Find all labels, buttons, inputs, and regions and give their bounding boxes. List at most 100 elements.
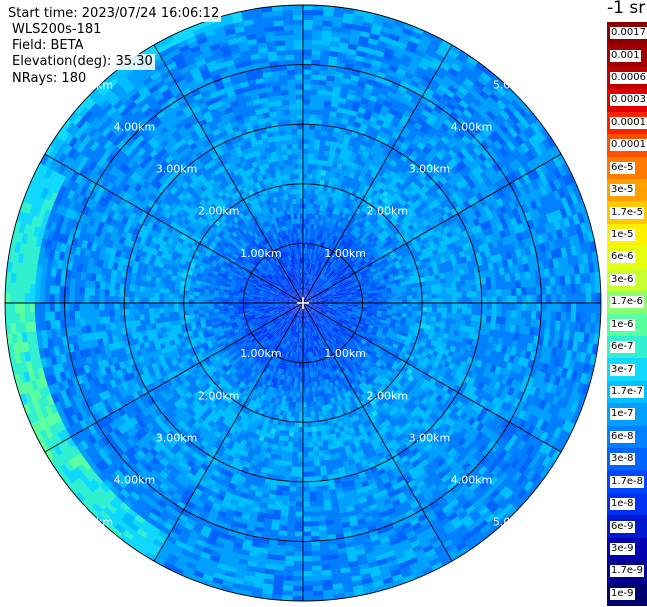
beta-cell xyxy=(381,269,388,275)
beta-cell xyxy=(453,269,461,277)
beta-cell xyxy=(429,274,436,281)
beta-cell xyxy=(342,279,349,284)
beta-cell xyxy=(352,299,359,302)
beta-cell xyxy=(343,280,349,285)
beta-cell xyxy=(293,49,303,55)
beta-cell xyxy=(337,295,343,299)
beta-cell xyxy=(397,299,403,303)
beta-cell xyxy=(363,265,370,271)
beta-cell xyxy=(420,281,427,287)
beta-cell xyxy=(456,297,463,303)
beta-cell xyxy=(391,292,398,297)
beta-cell xyxy=(347,301,354,303)
beta-cell xyxy=(480,277,487,285)
beta-cell xyxy=(543,171,554,184)
beta-cell xyxy=(322,299,329,301)
beta-cell xyxy=(312,301,319,303)
beta-cell xyxy=(291,143,298,150)
beta-cell xyxy=(390,265,397,271)
beta-cell xyxy=(469,211,478,221)
beta-cell xyxy=(512,197,522,209)
beta-cell xyxy=(376,288,383,293)
beta-cell xyxy=(339,285,346,290)
beta-cell xyxy=(466,296,473,303)
beta-cell xyxy=(325,289,331,293)
beta-cell xyxy=(345,287,352,291)
beta-cell xyxy=(386,270,394,276)
beta-cell xyxy=(358,280,365,285)
beta-cell xyxy=(539,174,550,186)
beta-cell xyxy=(377,297,384,301)
beta-cell xyxy=(452,264,460,271)
beta-cell xyxy=(312,300,319,302)
beta-cell xyxy=(556,293,562,303)
beta-cell xyxy=(493,268,501,277)
beta-cell xyxy=(404,279,412,285)
beta-cell xyxy=(294,73,303,80)
beta-cell xyxy=(565,283,572,294)
beta-cell xyxy=(510,280,517,289)
beta-cell xyxy=(543,267,551,278)
beta-cell xyxy=(367,295,373,299)
beta-cell xyxy=(391,289,398,294)
beta-cell xyxy=(524,270,531,280)
beta-cell xyxy=(302,173,308,179)
beta-cell xyxy=(367,262,374,269)
beta-cell xyxy=(585,282,592,294)
beta-cell xyxy=(447,265,455,273)
beta-cell xyxy=(547,191,557,203)
beta-cell xyxy=(581,210,591,223)
beta-cell xyxy=(566,171,576,184)
beta-cell xyxy=(317,301,324,303)
beta-cell xyxy=(316,293,322,297)
beta-cell xyxy=(294,83,303,90)
beta-cell xyxy=(382,299,389,303)
beta-cell xyxy=(530,286,537,296)
beta-cell xyxy=(302,133,309,140)
beta-cell xyxy=(574,190,584,203)
beta-cell xyxy=(365,283,372,288)
beta-cell xyxy=(356,274,363,279)
beta-cell xyxy=(538,195,548,207)
beta-cell xyxy=(355,288,362,292)
beta-cell xyxy=(302,19,313,26)
beta-cell xyxy=(506,288,513,296)
beta-cell xyxy=(326,292,332,296)
beta-cell xyxy=(551,200,561,212)
beta-cell xyxy=(380,255,387,262)
beta-cell xyxy=(387,259,395,265)
beta-cell xyxy=(529,199,539,210)
beta-cell xyxy=(410,282,417,288)
beta-cell xyxy=(436,288,443,294)
beta-cell xyxy=(302,143,309,150)
beta-cell xyxy=(563,265,571,276)
beta-cell xyxy=(372,295,378,299)
beta-cell xyxy=(349,282,355,287)
beta-cell xyxy=(302,34,313,40)
beta-cell xyxy=(389,262,396,268)
beta-cell xyxy=(522,183,532,195)
beta-cell xyxy=(293,34,303,40)
beta-cell xyxy=(312,300,319,302)
beta-cell xyxy=(334,285,340,289)
beta-cell xyxy=(341,277,348,283)
beta-cell xyxy=(309,198,314,205)
beta-cell xyxy=(322,298,329,301)
beta-cell xyxy=(466,290,473,298)
beta-cell xyxy=(417,298,423,303)
beta-cell xyxy=(382,296,388,301)
beta-cell xyxy=(554,208,564,221)
beta-cell xyxy=(552,257,560,268)
beta-cell xyxy=(307,299,314,302)
beta-cell xyxy=(479,270,486,279)
beta-cell xyxy=(511,287,518,296)
beta-cell xyxy=(545,212,554,224)
beta-cell xyxy=(481,296,488,303)
beta-cell xyxy=(520,203,530,214)
beta-cell xyxy=(332,295,338,298)
beta-cell xyxy=(298,193,303,199)
beta-cell xyxy=(330,290,337,294)
beta-cell xyxy=(483,269,491,278)
beta-cell xyxy=(559,207,569,219)
beta-cell xyxy=(292,29,303,35)
